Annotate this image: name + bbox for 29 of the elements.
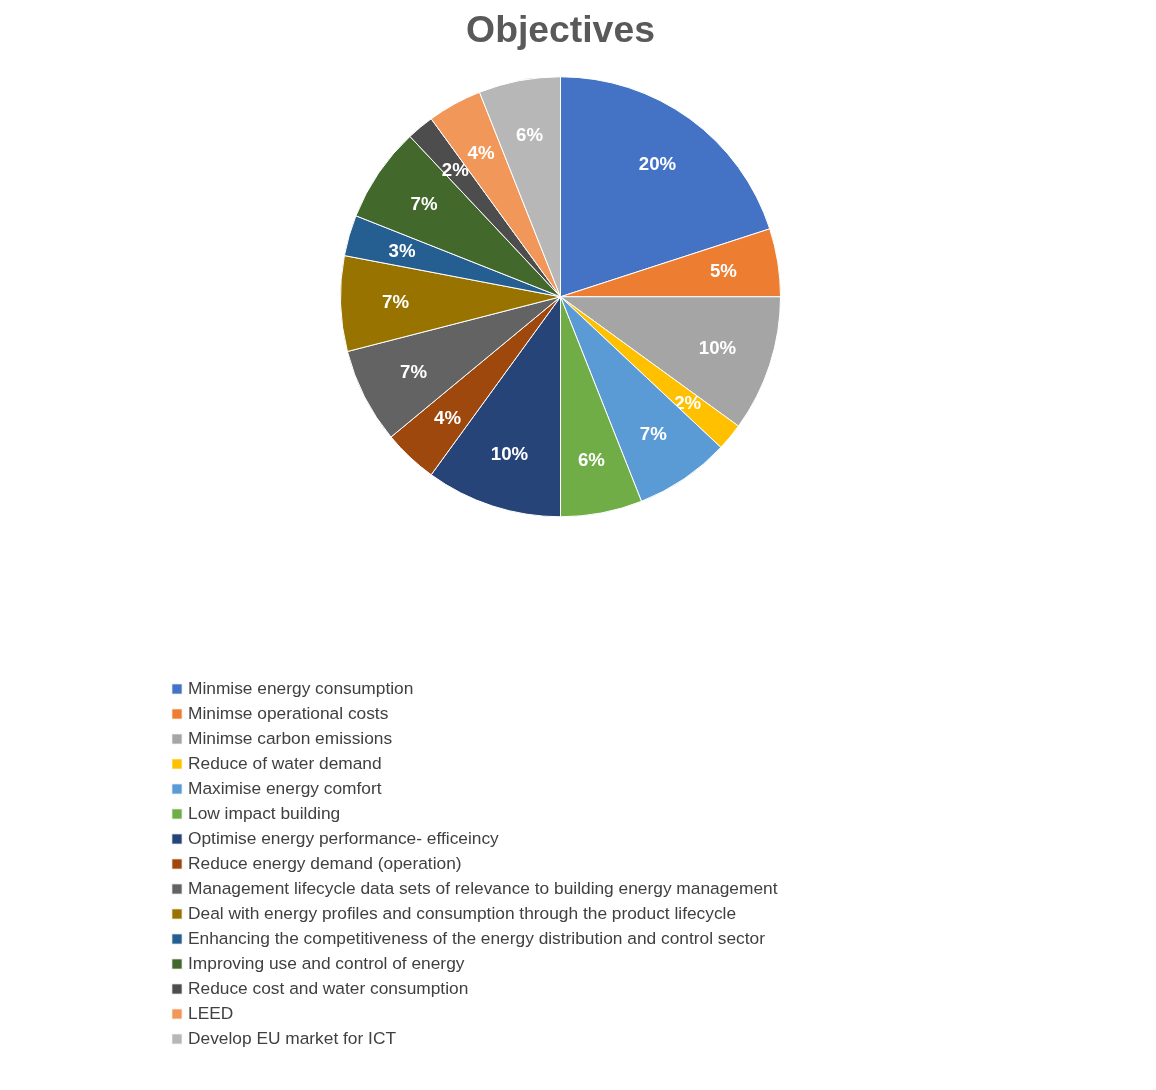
- legend-label: Management lifecycle data sets of relevance to building energy management: [188, 878, 778, 899]
- data-label: 7%: [400, 361, 428, 383]
- legend-label: Improving use and control of energy: [188, 953, 465, 974]
- legend-label: Develop EU market for ICT: [188, 1028, 396, 1049]
- data-label: 7%: [382, 291, 410, 313]
- data-label: 4%: [434, 406, 462, 428]
- legend-label: Minimse operational costs: [188, 703, 389, 724]
- data-label: 7%: [639, 422, 668, 444]
- legend-label: Deal with energy profiles and consumption through the product lifecycle: [188, 903, 737, 924]
- legend-label: Minimse carbon emissions: [188, 728, 393, 749]
- legend-label: Optimise energy performance- efficeincy: [188, 828, 499, 849]
- legend-label: Reduce cost and water consumption: [188, 978, 469, 999]
- legend-label: Minmise energy consumption: [188, 678, 414, 699]
- legend-label: Reduce of water demand: [188, 753, 382, 774]
- legend-label: Low impact building: [188, 803, 341, 824]
- data-label: 3%: [388, 240, 416, 262]
- data-label: 4%: [467, 141, 495, 163]
- data-label: 5%: [709, 260, 738, 282]
- data-label: 10%: [698, 337, 737, 359]
- data-label: 7%: [410, 193, 438, 215]
- chart-title: Objectives: [466, 7, 655, 50]
- data-label: 10%: [490, 443, 529, 465]
- data-label: 6%: [577, 448, 606, 470]
- legend-label: Maximise energy comfort: [188, 778, 382, 799]
- data-label: 20%: [638, 152, 677, 174]
- legend-label: Reduce energy demand (operation): [188, 853, 462, 874]
- legend-label: LEED: [188, 1003, 234, 1024]
- data-label: 6%: [516, 124, 544, 146]
- legend-label: Enhancing the competitiveness of the energy distribution and control sector: [188, 928, 765, 949]
